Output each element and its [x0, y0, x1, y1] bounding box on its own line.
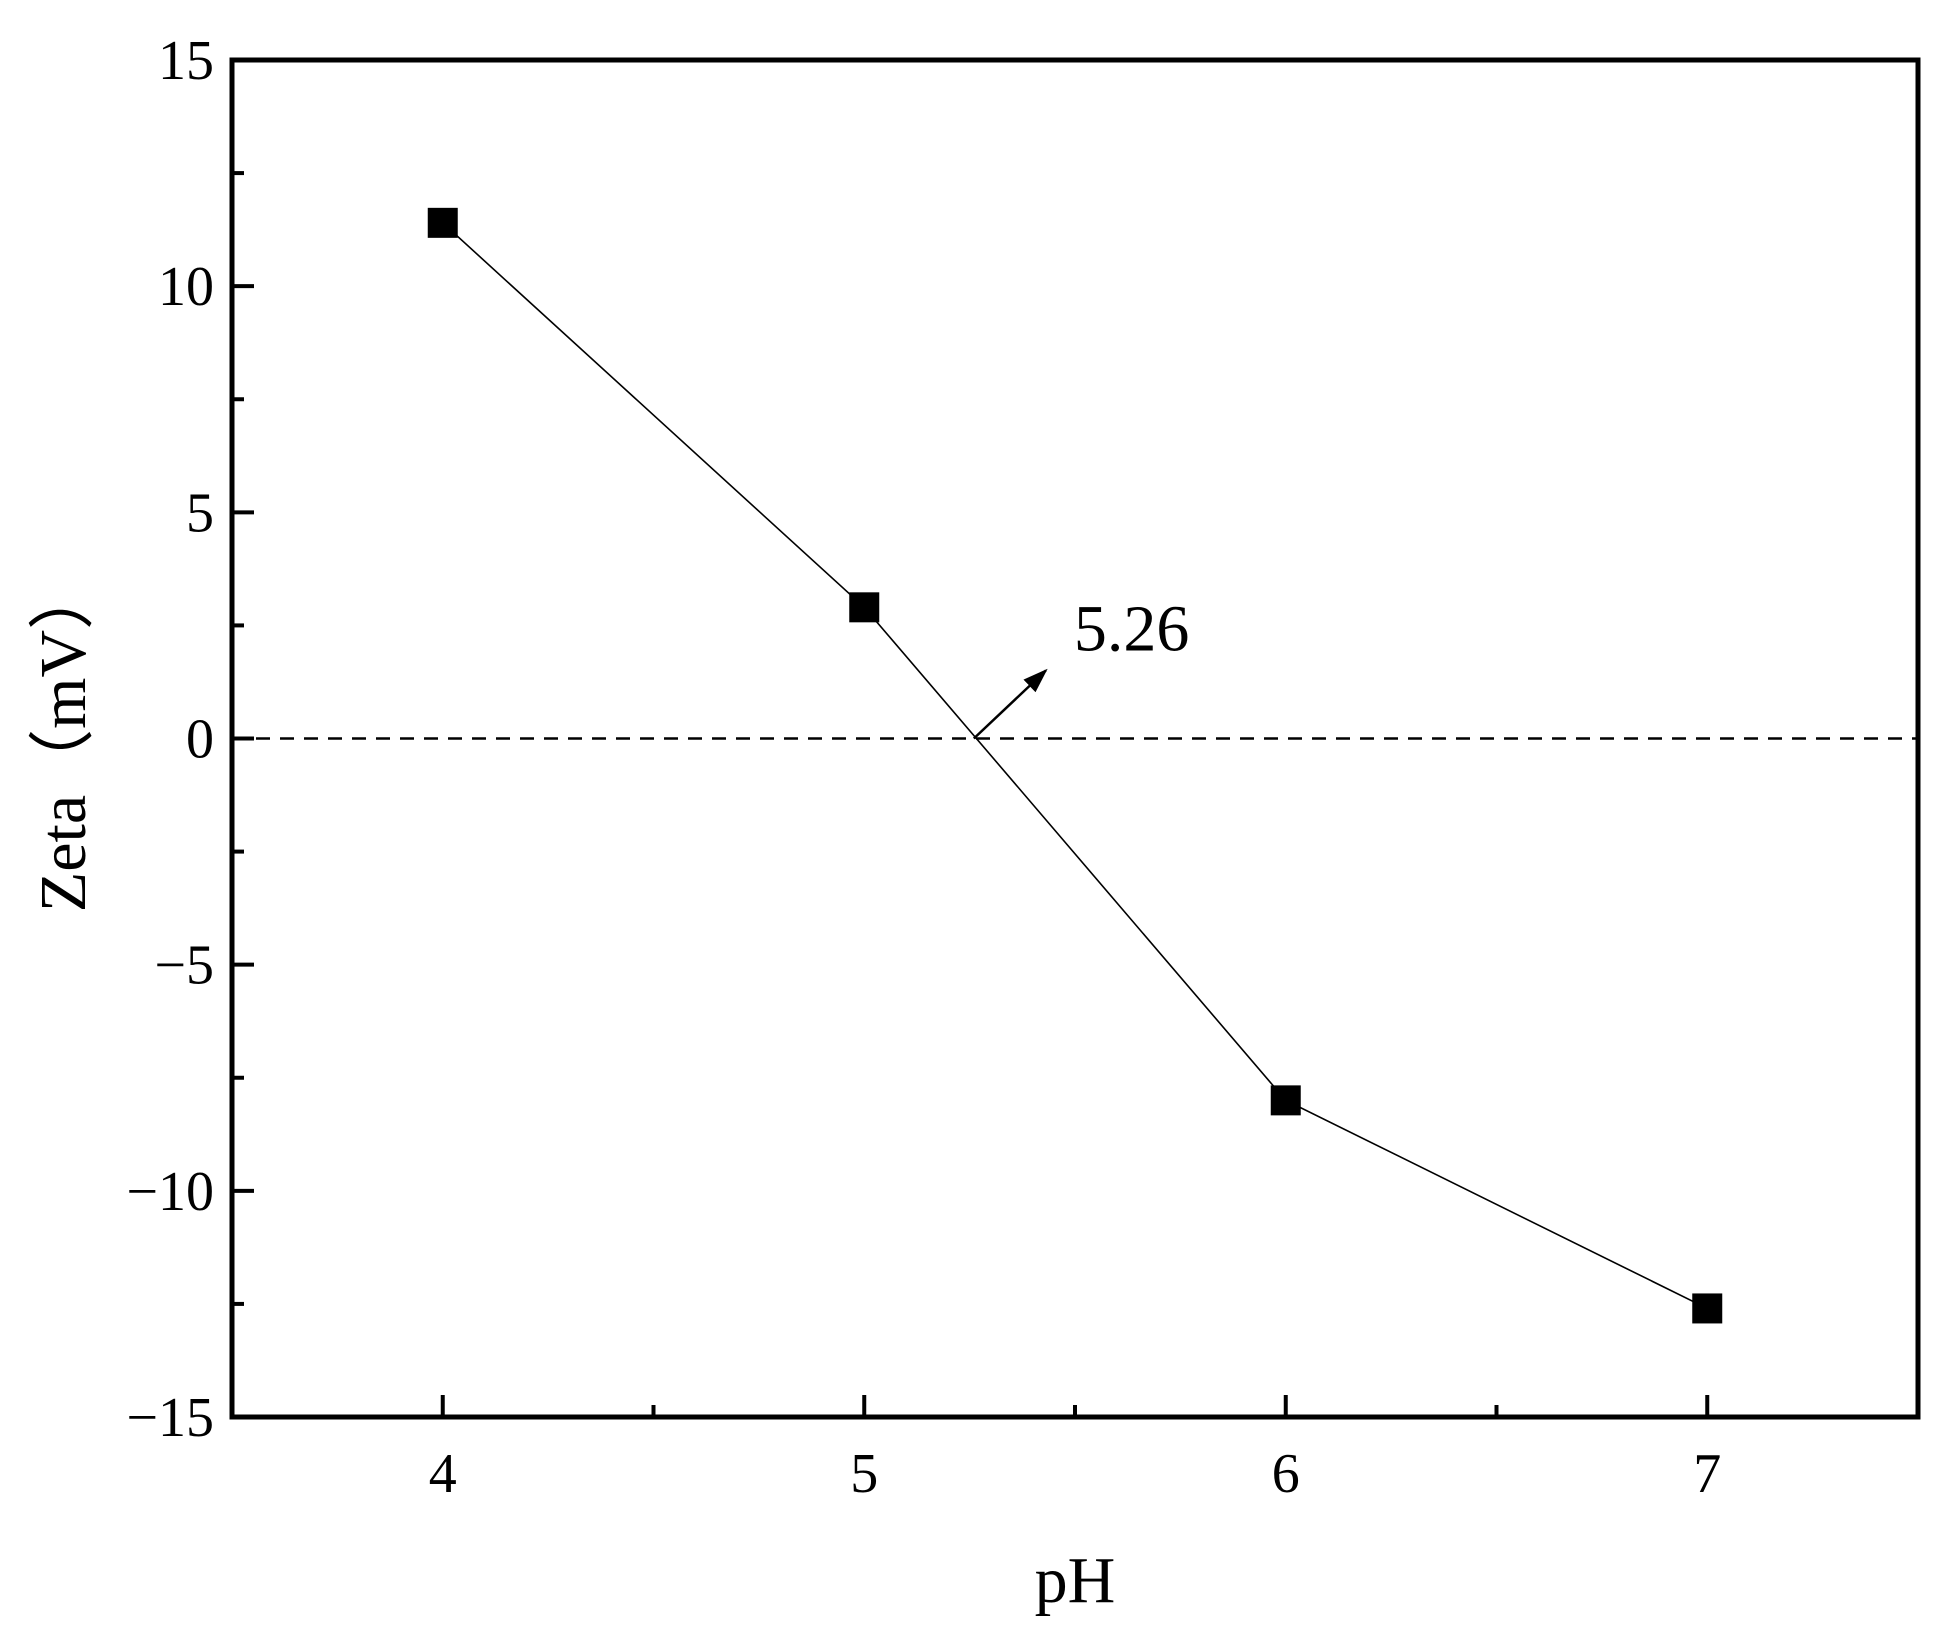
y-tick-label: 0: [186, 709, 214, 771]
x-tick-label: 6: [1272, 1443, 1300, 1505]
annotation-arrow: [972, 668, 1048, 740]
y-tick-label: 10: [158, 256, 214, 318]
x-tick-label: 4: [429, 1443, 457, 1505]
y-tick-label: 5: [186, 482, 214, 544]
x-axis-title: pH: [1035, 1544, 1116, 1617]
data-point: [427, 207, 458, 238]
y-tick-label: −10: [126, 1161, 214, 1223]
y-tick-label: −15: [126, 1387, 214, 1449]
axis-tick-labels: −15 −10 −5 0 5 10 15 4 5 6 7: [126, 30, 1721, 1505]
y-tick-label: −5: [154, 935, 214, 997]
annotation-label: 5.26: [1074, 593, 1190, 666]
data-point: [849, 592, 880, 623]
x-tick-label: 5: [850, 1443, 878, 1505]
axis-ticks: [232, 58, 1710, 1419]
y-axis-title: Zeta（mV）: [27, 564, 100, 912]
annotation: 5.26: [972, 593, 1190, 740]
data-point: [1270, 1085, 1301, 1116]
data-point: [1692, 1293, 1723, 1324]
y-tick-label: 15: [158, 30, 214, 92]
data-series: [427, 207, 1723, 1324]
x-tick-label: 7: [1693, 1443, 1721, 1505]
series-line: [442, 222, 1708, 1310]
